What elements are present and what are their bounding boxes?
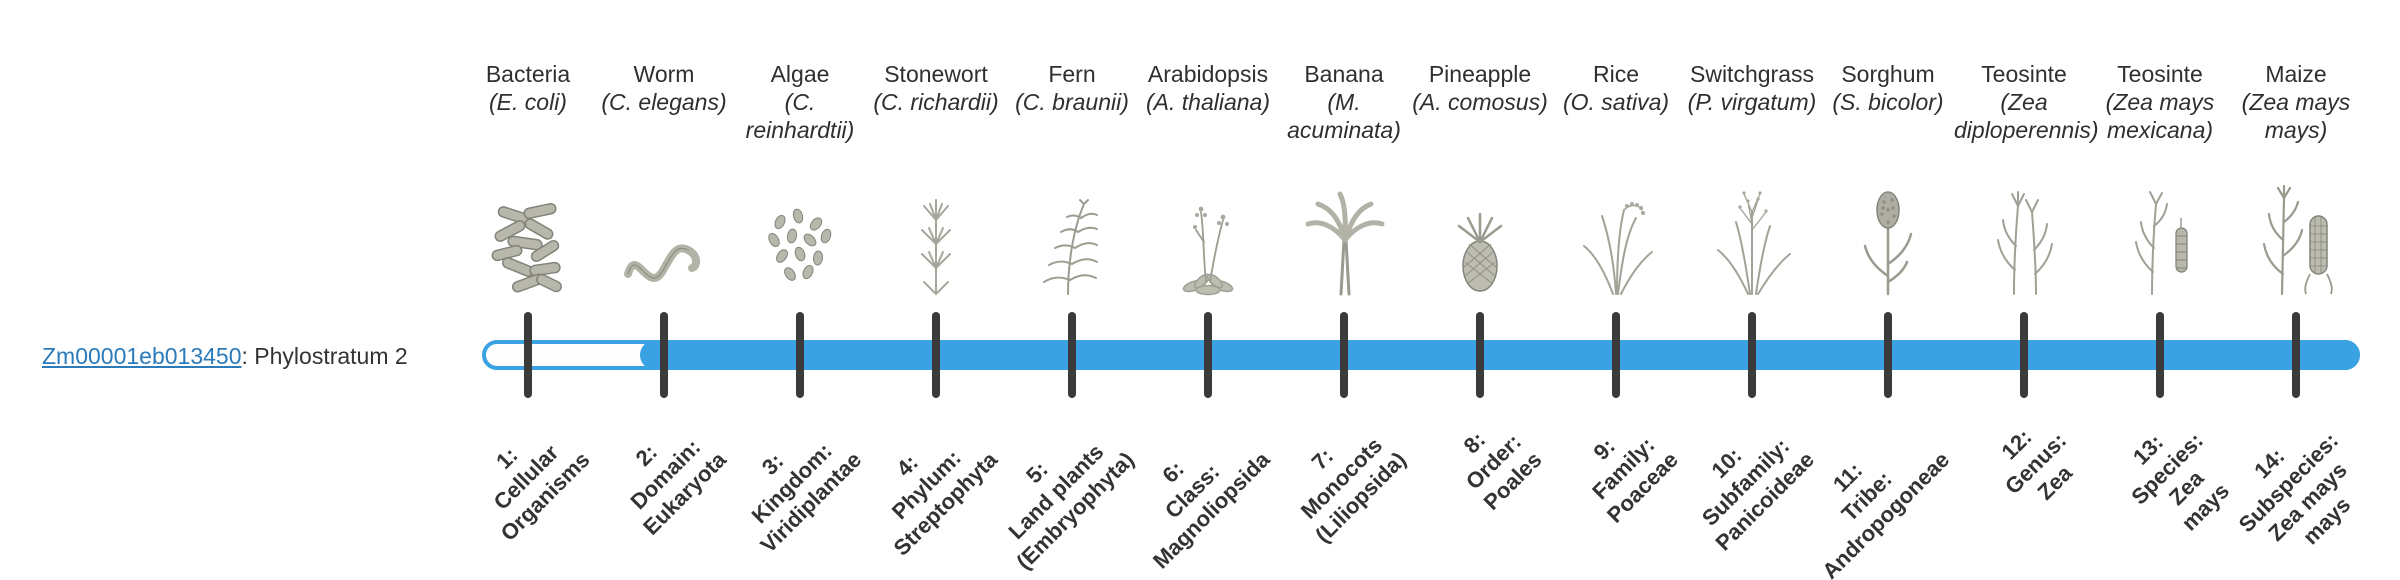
phylostratum-tick-1: [524, 312, 532, 398]
stratum-label-3: 3: Kingdom: Viridiplantae: [746, 438, 867, 558]
phylostratum-text: : Phylostratum 2: [241, 343, 408, 369]
maize-illustration: [2246, 180, 2346, 302]
gene-label: Zm00001eb013450: Phylostratum 2: [42, 341, 408, 371]
organism-name: Bacteria: [485, 61, 571, 87]
stratum-label-11: 11: Tribe: Andropogoneae: [1817, 446, 1955, 580]
stratum-label-9: 9: Family: Poaceae: [1586, 432, 1683, 528]
organism-column-arabidopsis: Arabidopsis (A. thaliana): [1140, 60, 1276, 302]
phylostratum-tick-3: [796, 312, 804, 398]
organism-name: Stonewort: [884, 61, 988, 87]
organism-scientific-name: (C. reinhardtii): [745, 89, 855, 143]
algae-illustration: [750, 180, 850, 302]
organism-column-banana: Banana (M. acuminata): [1276, 60, 1412, 302]
teosinte-diploperennis-illustration: [1974, 180, 2074, 302]
phylostratum-bar-fill: [640, 340, 2360, 370]
phylostratum-tick-9: [1612, 312, 1620, 398]
organism-name: Fern: [1048, 61, 1096, 87]
organism-name: Algae: [770, 61, 830, 87]
organism-columns: Bacteria (E. coli) Worm: [460, 60, 2364, 302]
organism-column-fern: Fern (C. braunii): [1004, 60, 1140, 302]
switchgrass-illustration: [1702, 180, 1802, 302]
organism-column-maize: Maize (Zea mays mays): [2228, 60, 2364, 302]
organism-column-teosinte-mexicana: Teosinte (Zea mays mexicana): [2092, 60, 2228, 302]
phylostratum-tick-4: [932, 312, 940, 398]
phylostratum-tick-8: [1476, 312, 1484, 398]
phylostratum-tick-14: [2292, 312, 2300, 398]
organism-column-worm: Worm (C. elegans): [596, 60, 732, 302]
stratum-label-7: 7: Monocots (Liliopsida): [1295, 432, 1411, 548]
arabidopsis-illustration: [1158, 180, 1258, 302]
organism-name: Pineapple: [1428, 61, 1532, 87]
phylostratum-tick-5: [1068, 312, 1076, 398]
stratum-label-5: 5: Land plants (Embryophyta): [1003, 439, 1139, 575]
organism-scientific-name: (C. elegans): [601, 89, 727, 115]
worm-illustration: [614, 180, 714, 302]
organism-name: Rice: [1592, 61, 1639, 87]
organism-name: Sorghum: [1841, 61, 1935, 87]
phylostratum-tick-7: [1340, 312, 1348, 398]
pineapple-illustration: [1430, 180, 1530, 302]
organism-column-stonewort: Stonewort (C. richardii): [868, 60, 1004, 302]
organism-column-pineapple: Pineapple (A. comosus): [1412, 60, 1548, 302]
stonewort-illustration: [886, 180, 986, 302]
organism-name: Teosinte: [2117, 61, 2203, 87]
stratum-label-13: 13: Species: Zea mays: [2125, 427, 2234, 536]
phylostratum-tick-10: [1748, 312, 1756, 398]
stratum-label-12: 12: Genus: Zea: [1996, 424, 2078, 505]
organism-name: Worm: [633, 61, 695, 87]
organism-scientific-name: (Zea mays mays): [2241, 89, 2351, 143]
organism-name: Teosinte: [1981, 61, 2067, 87]
bacteria-illustration: [478, 180, 578, 302]
organism-name: Switchgrass: [1690, 61, 1814, 87]
organism-column-sorghum: Sorghum (S. bicolor): [1820, 60, 1956, 302]
stratum-label-2: 2: Domain: Eukaryota: [625, 434, 731, 540]
fern-illustration: [1022, 180, 1122, 302]
stratum-label-8: 8: Order: Poales: [1458, 426, 1547, 515]
organism-scientific-name: (A. thaliana): [1145, 89, 1270, 115]
banana-illustration: [1294, 180, 1394, 302]
organism-scientific-name: (A. comosus): [1412, 89, 1548, 115]
stratum-label-4: 4: Phylum: Streptophyta: [887, 445, 1003, 561]
stratum-label-6: 6: Class: Magnoliopsida: [1147, 446, 1275, 574]
organism-column-rice: Rice (O. sativa): [1548, 60, 1684, 302]
organism-scientific-name: (O. sativa): [1562, 89, 1670, 115]
organism-column-switchgrass: Switchgrass (P. virgatum): [1684, 60, 1820, 302]
organism-name: Banana: [1304, 61, 1384, 87]
teosinte-mexicana-illustration: [2110, 180, 2210, 302]
organism-name: Arabidopsis: [1147, 61, 1269, 87]
stratum-label-1: 1: Cellular Organisms: [488, 439, 595, 546]
organism-scientific-name: (M. acuminata): [1287, 89, 1401, 143]
rice-illustration: [1566, 180, 1666, 302]
organism-scientific-name: (S. bicolor): [1832, 89, 1944, 115]
phylostratum-tick-13: [2156, 312, 2164, 398]
organism-column-bacteria: Bacteria (E. coli): [460, 60, 596, 302]
organism-scientific-name: (P. virgatum): [1687, 89, 1817, 115]
sorghum-illustration: [1838, 180, 1938, 302]
organism-scientific-name: (C. braunii): [1015, 89, 1129, 115]
organism-scientific-name: (C. richardii): [873, 89, 999, 115]
gene-link[interactable]: Zm00001eb013450: [42, 343, 242, 369]
organism-scientific-name: (Zea mays mexicana): [2105, 89, 2215, 143]
phylostratum-tick-11: [1884, 312, 1892, 398]
phylostratum-tick-12: [2020, 312, 2028, 398]
organism-column-teosinte-diploperennis: Teosinte (Zea diploperennis): [1954, 60, 2099, 302]
organism-column-algae: Algae (C. reinhardtii): [732, 60, 868, 302]
phylostratum-tick-2: [660, 312, 668, 398]
phylostratum-tick-6: [1204, 312, 1212, 398]
organism-scientific-name: (Zea diploperennis): [1954, 89, 2099, 143]
organism-scientific-name: (E. coli): [489, 89, 567, 115]
organism-name: Maize: [2265, 61, 2327, 87]
stratum-label-14: 14: Subspecies: Zea mays mays: [2234, 427, 2356, 550]
